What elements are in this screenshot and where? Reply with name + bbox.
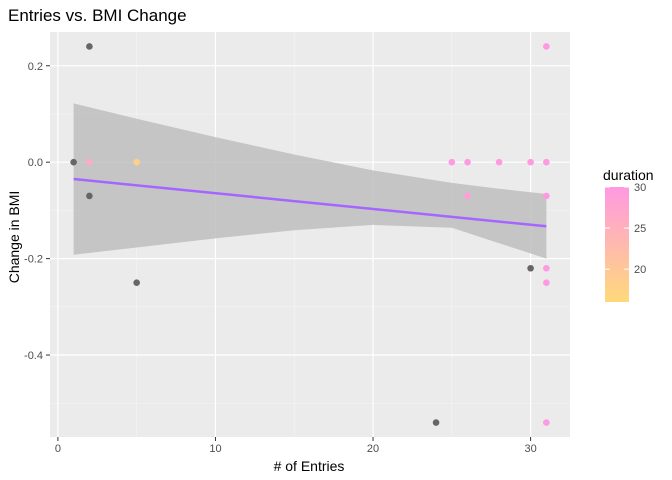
data-point xyxy=(543,192,550,200)
y-axis: 0.2 0.0 -0.2 -0.4 xyxy=(24,61,50,362)
y-axis-title: Change in BMI xyxy=(6,191,22,284)
data-points xyxy=(70,43,550,426)
data-point xyxy=(464,192,471,200)
y-tick-label: 0.2 xyxy=(28,61,43,73)
y-tick-label: -0.2 xyxy=(24,254,43,266)
data-point xyxy=(543,419,550,426)
data-point xyxy=(86,43,93,50)
data-point xyxy=(495,158,503,166)
data-point xyxy=(543,43,550,50)
legend-tick-label: 30 xyxy=(634,182,646,194)
data-point xyxy=(543,158,550,166)
data-point xyxy=(527,264,534,272)
legend-colorbar xyxy=(605,187,629,302)
x-tick-label: 20 xyxy=(367,443,379,455)
data-point xyxy=(86,158,93,166)
x-tick-label: 10 xyxy=(209,443,221,455)
x-axis-title: # of Entries xyxy=(274,458,345,474)
data-point xyxy=(543,264,550,272)
legend-title: duration xyxy=(603,167,654,183)
chart-title: Entries vs. BMI Change xyxy=(8,6,187,25)
confidence-band xyxy=(73,103,547,259)
data-point xyxy=(543,279,550,287)
data-point xyxy=(86,192,93,200)
trend-line xyxy=(73,177,547,228)
y-tick-label: -0.4 xyxy=(24,350,43,362)
legend-tick-label: 25 xyxy=(634,223,646,235)
legend-ticks: 20 25 30 xyxy=(605,182,646,276)
x-axis: 0 10 20 30 xyxy=(55,437,537,455)
x-tick-label: 30 xyxy=(524,443,536,455)
minor-gridlines xyxy=(50,32,570,437)
data-point xyxy=(133,158,140,166)
x-tick-label: 0 xyxy=(55,443,61,455)
data-point xyxy=(133,279,140,287)
data-point xyxy=(70,158,77,166)
data-point xyxy=(432,419,440,426)
color-legend: duration 20 25 30 xyxy=(603,167,654,302)
data-point xyxy=(448,158,456,166)
legend-tick-label: 20 xyxy=(634,264,646,276)
data-point xyxy=(464,158,471,166)
y-tick-label: 0.0 xyxy=(28,157,43,169)
data-point xyxy=(527,158,534,166)
